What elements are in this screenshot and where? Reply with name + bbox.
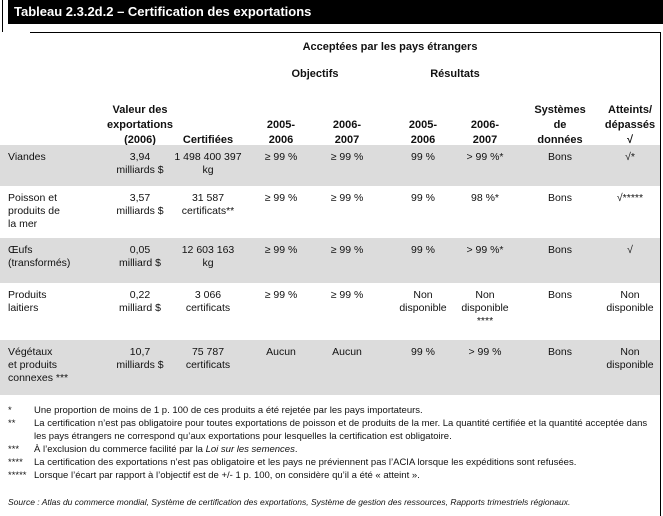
table-cell: ≥ 99 %	[264, 151, 298, 163]
table-cell: ≥ 99 %	[264, 244, 298, 256]
table-cell: ≥ 99 %	[330, 192, 364, 204]
table-cell: 10,7 milliards $	[116, 346, 164, 371]
table-cell: 12 603 163 kg	[181, 244, 235, 269]
table-cell: √*****	[616, 192, 644, 204]
table-cell: 1 498 400 397 kg	[174, 151, 242, 176]
footnote-mark: *****	[8, 470, 27, 481]
table-cell: √	[627, 244, 633, 256]
table-row: Viandes 3,94 milliards $ 1 498 400 397 kg ≥…	[0, 145, 660, 186]
source-note: Source : Atlas du commerce mondial, Syst…	[8, 497, 571, 507]
frame-line	[2, 0, 3, 32]
table-cell: 0,05 milliard $	[118, 244, 161, 269]
table-cell: Non disponible	[606, 289, 654, 314]
table-cell: 75 787 certificats	[185, 346, 231, 371]
table-cell: Bons	[548, 151, 572, 163]
table-cell: 99 %	[411, 192, 435, 204]
table-cell: ≥ 99 %	[330, 151, 364, 163]
table-row: Œufs (transformés) 0,05 milliard $ 12 603 …	[0, 238, 660, 283]
column-header: Atteints/ dépassés √	[604, 104, 656, 146]
table-cell: 3 066 certificats	[185, 289, 231, 314]
row-label: Œufs (transformés)	[8, 244, 71, 269]
footnote-mark: **	[8, 418, 16, 429]
table-cell: 0,22 milliard $	[118, 289, 161, 314]
column-header: 2006- 2007	[470, 119, 500, 146]
header-group: Acceptées par les pays étrangers	[302, 41, 478, 53]
table-cell: Bons	[548, 244, 572, 256]
footnote-text: Lorsque l’écart par rapport à l’objectif…	[34, 470, 420, 481]
footnote-text: La certification n’est pas obligatoire p…	[34, 418, 648, 442]
column-header: 2005- 2006	[408, 119, 438, 146]
table-cell: 99 %	[411, 346, 435, 358]
table-cell: 99 %	[411, 244, 435, 256]
table-cell: Non disponible	[399, 289, 447, 314]
table-cell: 3,57 milliards $	[116, 192, 164, 217]
header-resultats: Résultats	[430, 68, 480, 80]
table-row: Poisson et produits de la mer 3,57 millia…	[0, 186, 660, 238]
table-row: Produits laitiers 0,22 milliard $ 3 066 ce…	[0, 283, 660, 340]
table-cell: > 99 %*	[466, 244, 504, 256]
footnote-text: La certification des exportations n’est …	[34, 457, 577, 468]
row-label: Poisson et produits de la mer	[8, 192, 60, 230]
footnote-text: À l’exclusion du commerce facilité par l…	[34, 444, 298, 455]
table-cell: Bons	[548, 192, 572, 204]
table-cell: ≥ 99 %	[330, 289, 364, 301]
column-header: 2005- 2006	[266, 119, 296, 146]
footnote-mark: ****	[8, 457, 23, 468]
footnote-mark: ***	[8, 444, 20, 455]
table-row: Végétaux et produits connexes *** 10,7 mi…	[0, 340, 660, 395]
table-cell: > 99 %	[468, 346, 502, 358]
table-cell: Aucun	[266, 346, 296, 358]
row-label: Viandes	[8, 151, 46, 163]
table-cell: 99 %	[411, 151, 435, 163]
table-cell: Bons	[548, 346, 572, 358]
table-cell: > 99 %*	[466, 151, 504, 163]
table-cell: Non disponible ****	[461, 289, 509, 327]
header-objectifs: Objectifs	[291, 68, 339, 80]
table-cell: ≥ 99 %	[264, 289, 298, 301]
column-header: 2006- 2007	[332, 119, 362, 146]
table-cell: 31 587 certificats**	[181, 192, 235, 217]
footnote-text: Une proportion de moins de 1 p. 100 de c…	[34, 405, 423, 416]
table-cell: 98 %*	[470, 192, 500, 204]
row-label: Végétaux et produits connexes ***	[8, 346, 69, 384]
table-cell: Bons	[548, 289, 572, 301]
table-cell: ≥ 99 %	[330, 244, 364, 256]
table-cell: 3,94 milliards $	[116, 151, 164, 176]
table-cell: ≥ 99 %	[264, 192, 298, 204]
table-cell: Aucun	[332, 346, 362, 358]
column-header: Valeur des exportations (2006)	[106, 104, 173, 146]
row-label: Produits laitiers	[8, 289, 47, 314]
table-title: Tableau 2.3.2d.2 – Certification des exp…	[8, 0, 663, 24]
footnote-mark: *	[8, 405, 12, 416]
table-cell: √*	[625, 151, 635, 163]
frame-line	[30, 32, 661, 33]
frame-line	[660, 32, 661, 516]
column-header: Certifiées	[182, 134, 234, 146]
table-cell: Non disponible	[606, 346, 654, 371]
